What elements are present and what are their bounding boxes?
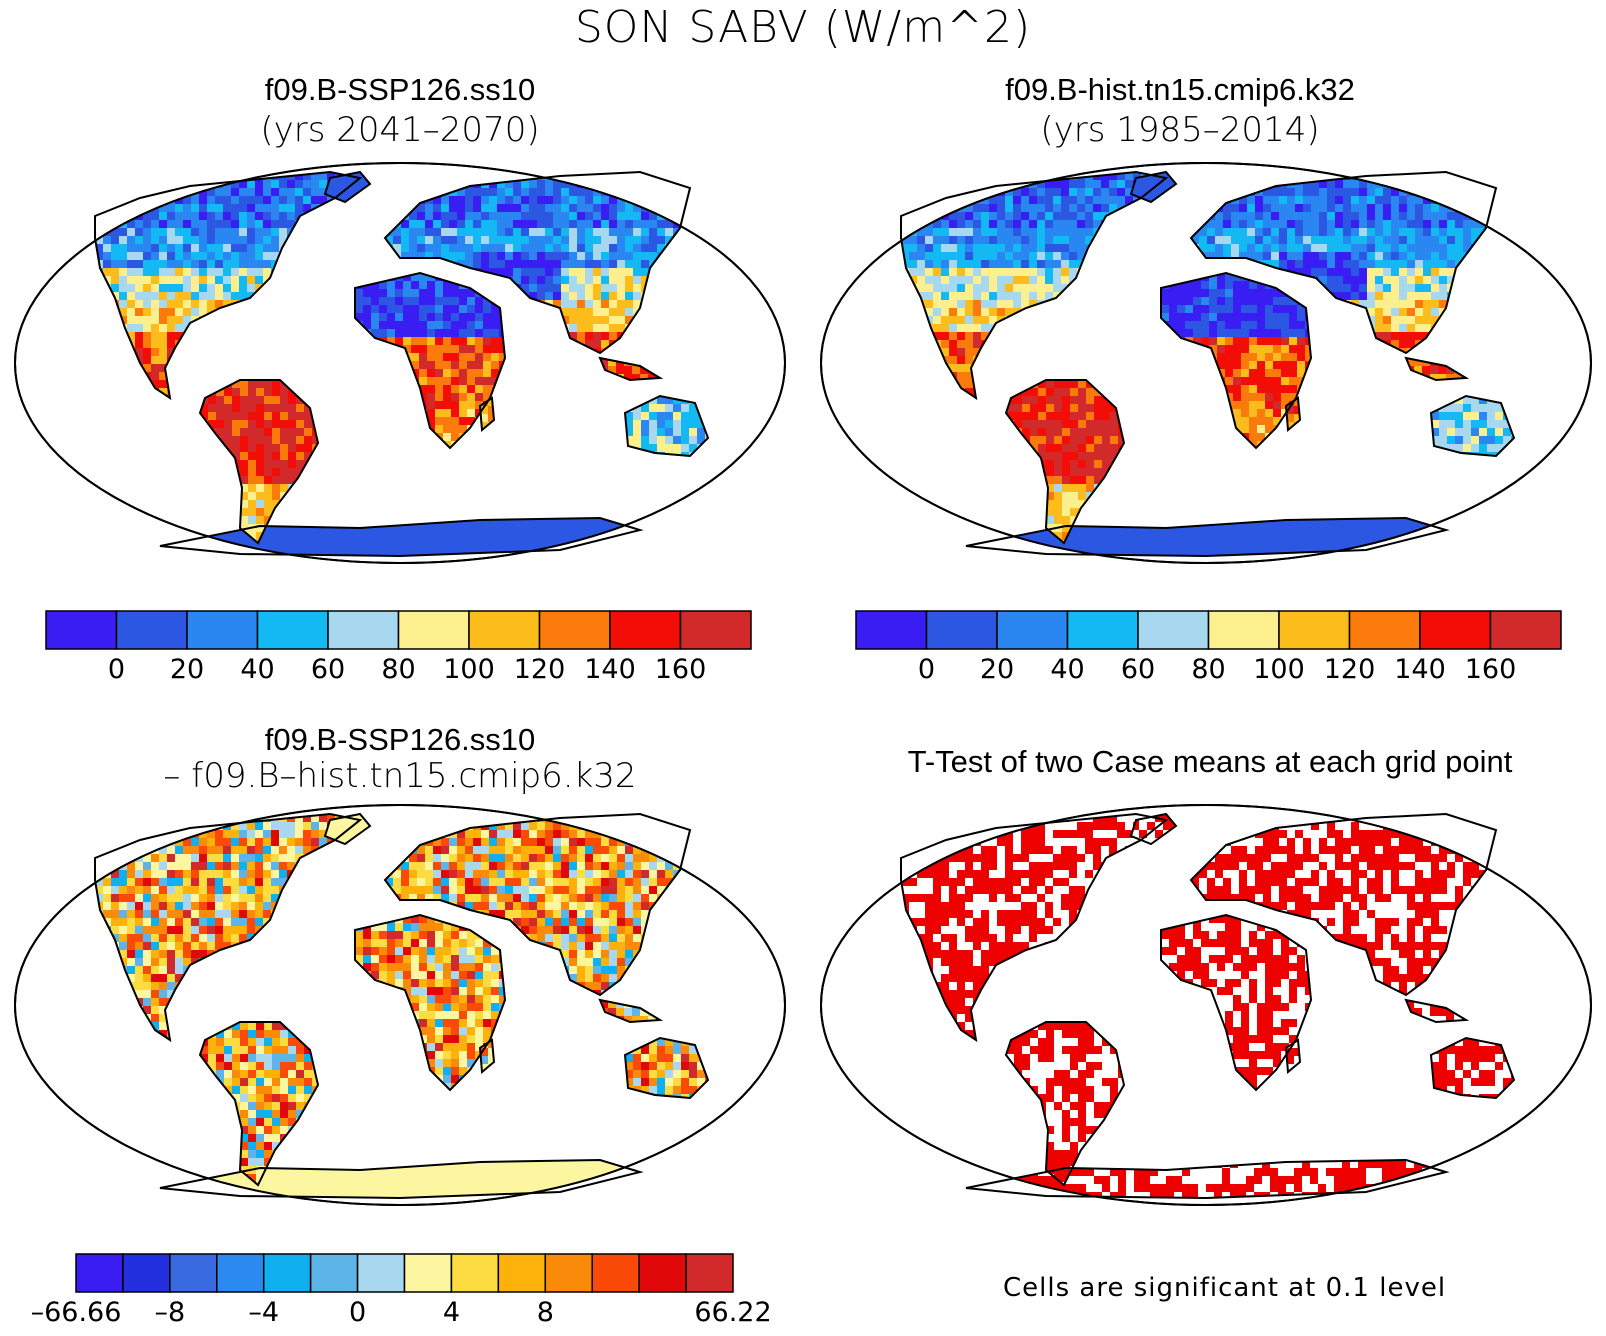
colorbar-tick-label: 8 (537, 1297, 554, 1328)
colorbar-tick-label: 0 (349, 1297, 366, 1328)
colorbar-swatch (187, 611, 258, 649)
colorbar-tick-label: 40 (240, 654, 274, 685)
colorbar-swatch (1279, 611, 1350, 649)
colorbar-swatch (545, 1254, 592, 1292)
panel-title-top-right: f09.B-hist.tn15.cmip6.k32 (880, 72, 1480, 108)
colorbar-swatch (639, 1254, 686, 1292)
panel-subtitle-bottom-left: – f09.B–hist.tn15.cmip6.k32 (90, 756, 710, 796)
panel-subtitle-top-right: (yrs 1985–2014) (880, 110, 1480, 150)
colorbar-swatch (498, 1254, 545, 1292)
colorbar-swatch (123, 1254, 170, 1292)
colorbar-tick-label: –8 (155, 1297, 186, 1328)
colorbar-tick-label: 160 (1465, 654, 1517, 685)
colorbar-tick-label: 120 (1324, 654, 1376, 685)
colorbar-swatch (927, 611, 998, 649)
colorbar-top-left: 0 20 40 60 80 100 120 140 160 (45, 610, 750, 693)
map-bottom-right (806, 800, 1606, 1210)
panel-title-bottom-right: T-Test of two Case means at each grid po… (840, 744, 1580, 780)
significance-note: Cells are significant at 0.1 level (1003, 1273, 1446, 1303)
colorbar-tick-label: 80 (381, 654, 415, 685)
colorbar-tick-label: 4 (443, 1297, 460, 1328)
colorbar-swatch (217, 1254, 264, 1292)
colorbar-swatch (686, 1254, 733, 1292)
figure-title: SON SABV (W/m^2) (0, 2, 1606, 53)
colorbar-swatch (469, 611, 540, 649)
colorbar-swatch (399, 611, 470, 649)
colorbar-tick-label: 0 (108, 654, 125, 685)
map-top-left (0, 158, 800, 568)
colorbar-tick-label: 66.22 (694, 1297, 771, 1328)
colorbar-swatch (258, 611, 329, 649)
colorbar-swatch (311, 1254, 358, 1292)
colorbar-tick-label: 0 (918, 654, 935, 685)
colorbar-swatch (1209, 611, 1280, 649)
colorbar-swatch (405, 1254, 452, 1292)
colorbar-swatch (46, 611, 117, 649)
colorbar-tick-label: 80 (1191, 654, 1225, 685)
panel-subtitle-top-left: (yrs 2041–2070) (100, 110, 700, 150)
colorbar-swatch (451, 1254, 498, 1292)
colorbar-swatch (540, 611, 611, 649)
colorbar-tick-label: 20 (980, 654, 1014, 685)
colorbar-tick-label: 140 (1394, 654, 1446, 685)
colorbar-swatch (610, 611, 681, 649)
colorbar-tick-label: 140 (584, 654, 636, 685)
panel-title-bottom-left: f09.B-SSP126.ss10 (90, 722, 710, 758)
colorbar-swatch (117, 611, 188, 649)
colorbar-tick-label: 120 (514, 654, 566, 685)
map-bottom-left (0, 800, 800, 1210)
colorbar-swatch (358, 1254, 405, 1292)
colorbar-swatch (1138, 611, 1209, 649)
colorbar-swatch (328, 611, 399, 649)
colorbar-tick-label: 160 (655, 654, 707, 685)
colorbar-tick-label: 60 (1121, 654, 1155, 685)
colorbar-swatch (170, 1254, 217, 1292)
colorbar-swatch (681, 611, 752, 649)
colorbar-swatch (1350, 611, 1421, 649)
colorbar-tick-label: 20 (170, 654, 204, 685)
colorbar-swatch (264, 1254, 311, 1292)
colorbar-swatch (856, 611, 927, 649)
colorbar-swatch (1068, 611, 1139, 649)
map-top-right (806, 158, 1606, 568)
colorbar-swatch (997, 611, 1068, 649)
colorbar-tick-label: 40 (1050, 654, 1084, 685)
colorbar-tick-label: 100 (443, 654, 495, 685)
colorbar-tick-label: 60 (311, 654, 345, 685)
colorbar-swatch (1491, 611, 1562, 649)
colorbar-tick-label: 100 (1253, 654, 1305, 685)
colorbar-swatch (1420, 611, 1491, 649)
colorbar-top-right: 0 20 40 60 80 100 120 140 160 (855, 610, 1560, 693)
colorbar-tick-label: –4 (248, 1297, 279, 1328)
colorbar-swatch (76, 1254, 123, 1292)
panel-title-top-left: f09.B-SSP126.ss10 (100, 72, 700, 108)
colorbar-tick-label: –66.66 (31, 1297, 122, 1328)
colorbar-swatch (592, 1254, 639, 1292)
